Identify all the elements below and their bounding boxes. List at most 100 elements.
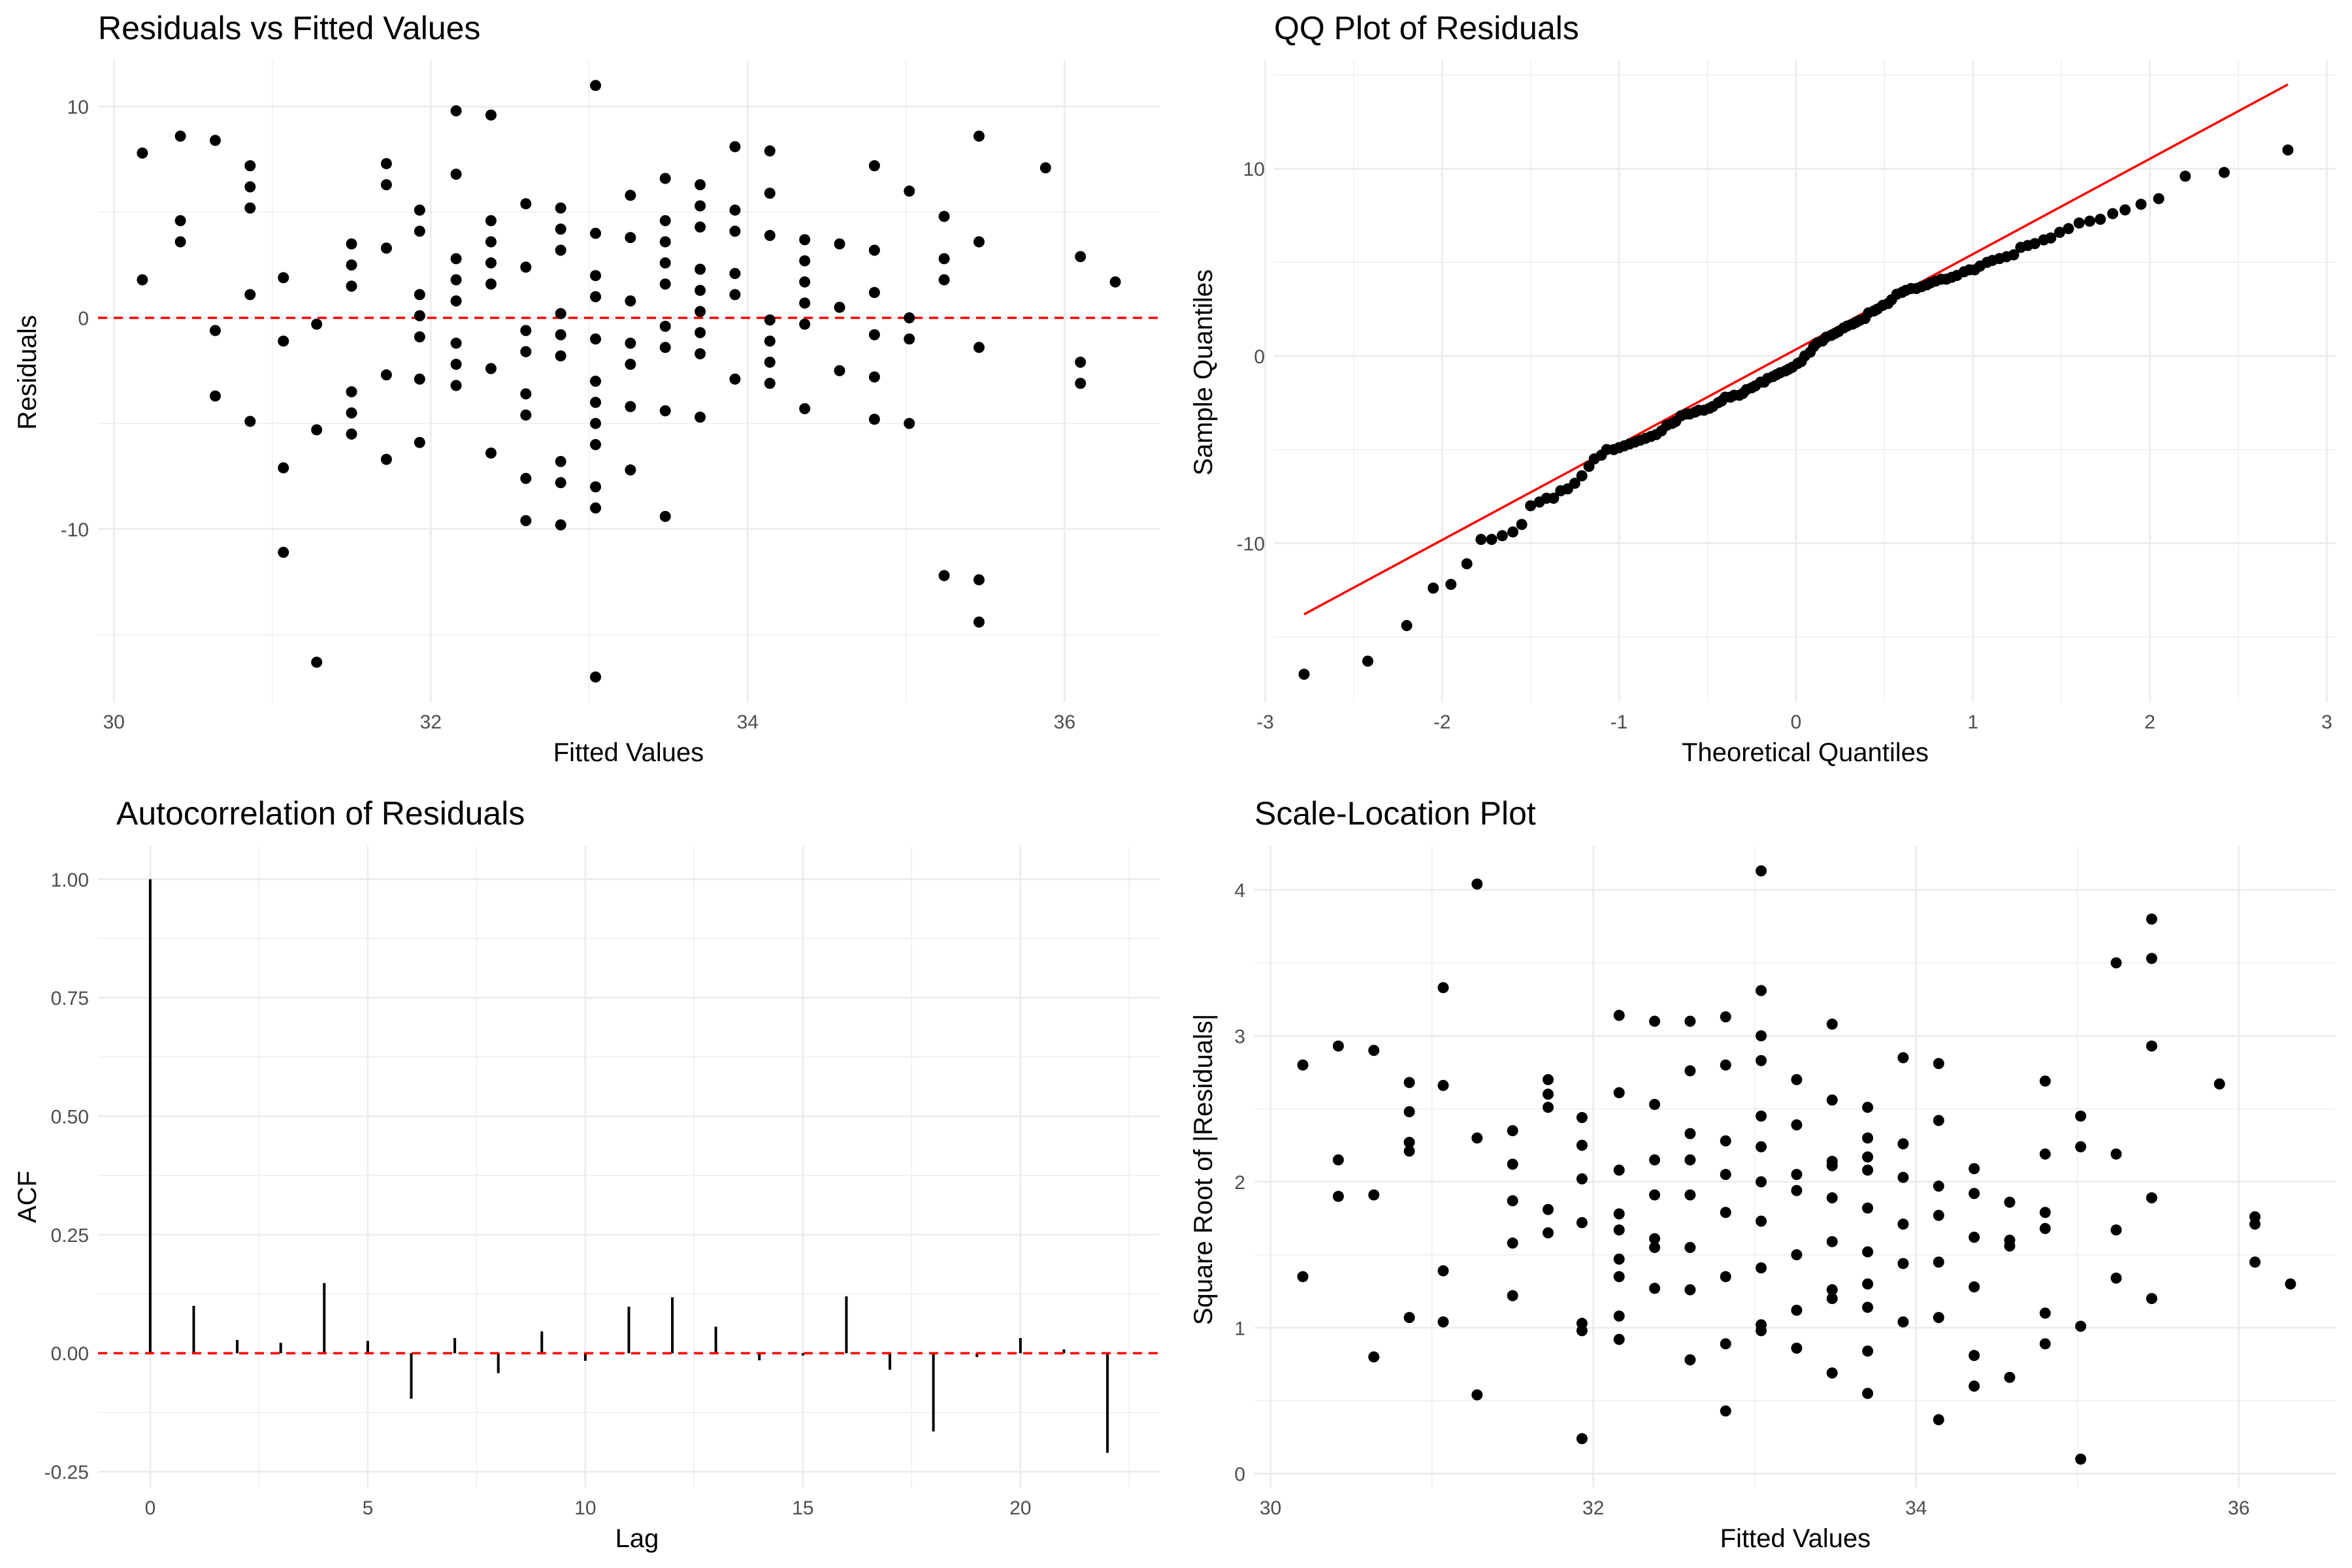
data-point [1437, 1079, 1449, 1091]
data-point [1525, 500, 1537, 512]
data-point [380, 179, 392, 191]
x-tick-label: -3 [1256, 711, 1274, 733]
data-point [1543, 1073, 1554, 1085]
data-point [244, 289, 256, 301]
data-point [1933, 1209, 1944, 1221]
data-point [590, 376, 602, 387]
data-point [1862, 1246, 1874, 1258]
data-point [1332, 1154, 1344, 1166]
data-point [904, 417, 915, 429]
data-point [590, 80, 602, 91]
data-point [2029, 238, 2041, 250]
data-point [590, 397, 602, 408]
data-point [659, 236, 671, 248]
data-point [450, 337, 462, 349]
data-point [555, 329, 566, 340]
data-point [1471, 1389, 1483, 1401]
data-point [2075, 1110, 2087, 1122]
data-point [1039, 162, 1051, 174]
data-point [590, 270, 602, 282]
data-point [764, 188, 776, 199]
data-point [659, 172, 671, 184]
data-point [1613, 1253, 1625, 1265]
data-point [1507, 1125, 1518, 1137]
data-point [555, 477, 566, 489]
data-point [1862, 1301, 1874, 1313]
data-point [1613, 1164, 1625, 1176]
data-point [868, 287, 880, 299]
data-point [555, 223, 566, 235]
data-point [590, 502, 602, 514]
data-point [1933, 1181, 1944, 1192]
data-point [1720, 1338, 1731, 1350]
data-point [555, 308, 566, 319]
data-point [1576, 1433, 1588, 1445]
data-point [450, 359, 462, 370]
data-point [1897, 1316, 1909, 1328]
x-axis-label: Fitted Values [1720, 1524, 1871, 1553]
data-point [1756, 1176, 1767, 1188]
x-axis-label: Fitted Values [553, 738, 704, 767]
data-point [137, 147, 148, 159]
x-tick-label: 0 [1791, 711, 1802, 733]
data-point [555, 519, 566, 531]
chart-title: Residuals vs Fitted Values [98, 10, 480, 46]
chart-title: QQ Plot of Residuals [1274, 10, 1579, 46]
data-point [694, 200, 706, 212]
data-point [520, 261, 532, 273]
data-point [380, 157, 392, 169]
data-point [659, 342, 671, 353]
data-point [1968, 1232, 1980, 1243]
x-tick-label: 36 [1054, 711, 1075, 733]
data-point [278, 335, 289, 347]
data-point [729, 289, 741, 301]
data-point [1461, 558, 1473, 570]
data-point [1471, 1132, 1483, 1144]
data-point [380, 369, 392, 381]
data-point [764, 378, 776, 389]
data-point [244, 181, 256, 193]
grid [1254, 846, 2336, 1488]
data-point [1826, 1293, 1838, 1305]
grid [98, 846, 1160, 1488]
data-point [2075, 1320, 2087, 1332]
data-point [520, 388, 532, 400]
data-point [209, 135, 221, 146]
panel-acf: Autocorrelation of Residuals Lag ACF 0 5 1… [13, 795, 1160, 1553]
data-point [1720, 1135, 1731, 1147]
data-point [2146, 1192, 2157, 1203]
data-point [590, 439, 602, 451]
data-point [1791, 1169, 1803, 1181]
y-tick-label: 3 [1234, 1026, 1245, 1047]
data-point [868, 414, 880, 425]
data-point [137, 274, 148, 286]
data-point [414, 436, 425, 448]
data-point [1862, 1388, 1874, 1399]
x-tick-label: 34 [737, 711, 759, 733]
data-point [2153, 193, 2164, 204]
data-point [1543, 1227, 1554, 1239]
data-point [2249, 1256, 2261, 1268]
panel-residuals-vs-fitted: Residuals vs Fitted Values Fitted Values… [13, 10, 1160, 767]
data-point [973, 616, 985, 628]
data-point [1437, 1316, 1449, 1328]
data-point [1720, 1271, 1731, 1282]
data-point [1756, 1215, 1767, 1227]
data-point [450, 274, 462, 286]
data-point [973, 342, 985, 353]
data-point [1403, 1145, 1415, 1157]
data-point [1897, 1258, 1909, 1269]
y-axis-label: Square Root of |Residuals| [1189, 1014, 1218, 1326]
data-point [799, 255, 811, 267]
data-point [1576, 1325, 1588, 1337]
data-point [2073, 217, 2085, 229]
data-point [1298, 668, 1310, 680]
data-point [2075, 1141, 2087, 1152]
data-point [1649, 1015, 1661, 1027]
data-point [1437, 1265, 1449, 1277]
data-point [834, 365, 845, 376]
data-point [904, 312, 915, 323]
data-point [1826, 1284, 1838, 1296]
data-point [729, 204, 741, 216]
data-point [1756, 1110, 1767, 1122]
